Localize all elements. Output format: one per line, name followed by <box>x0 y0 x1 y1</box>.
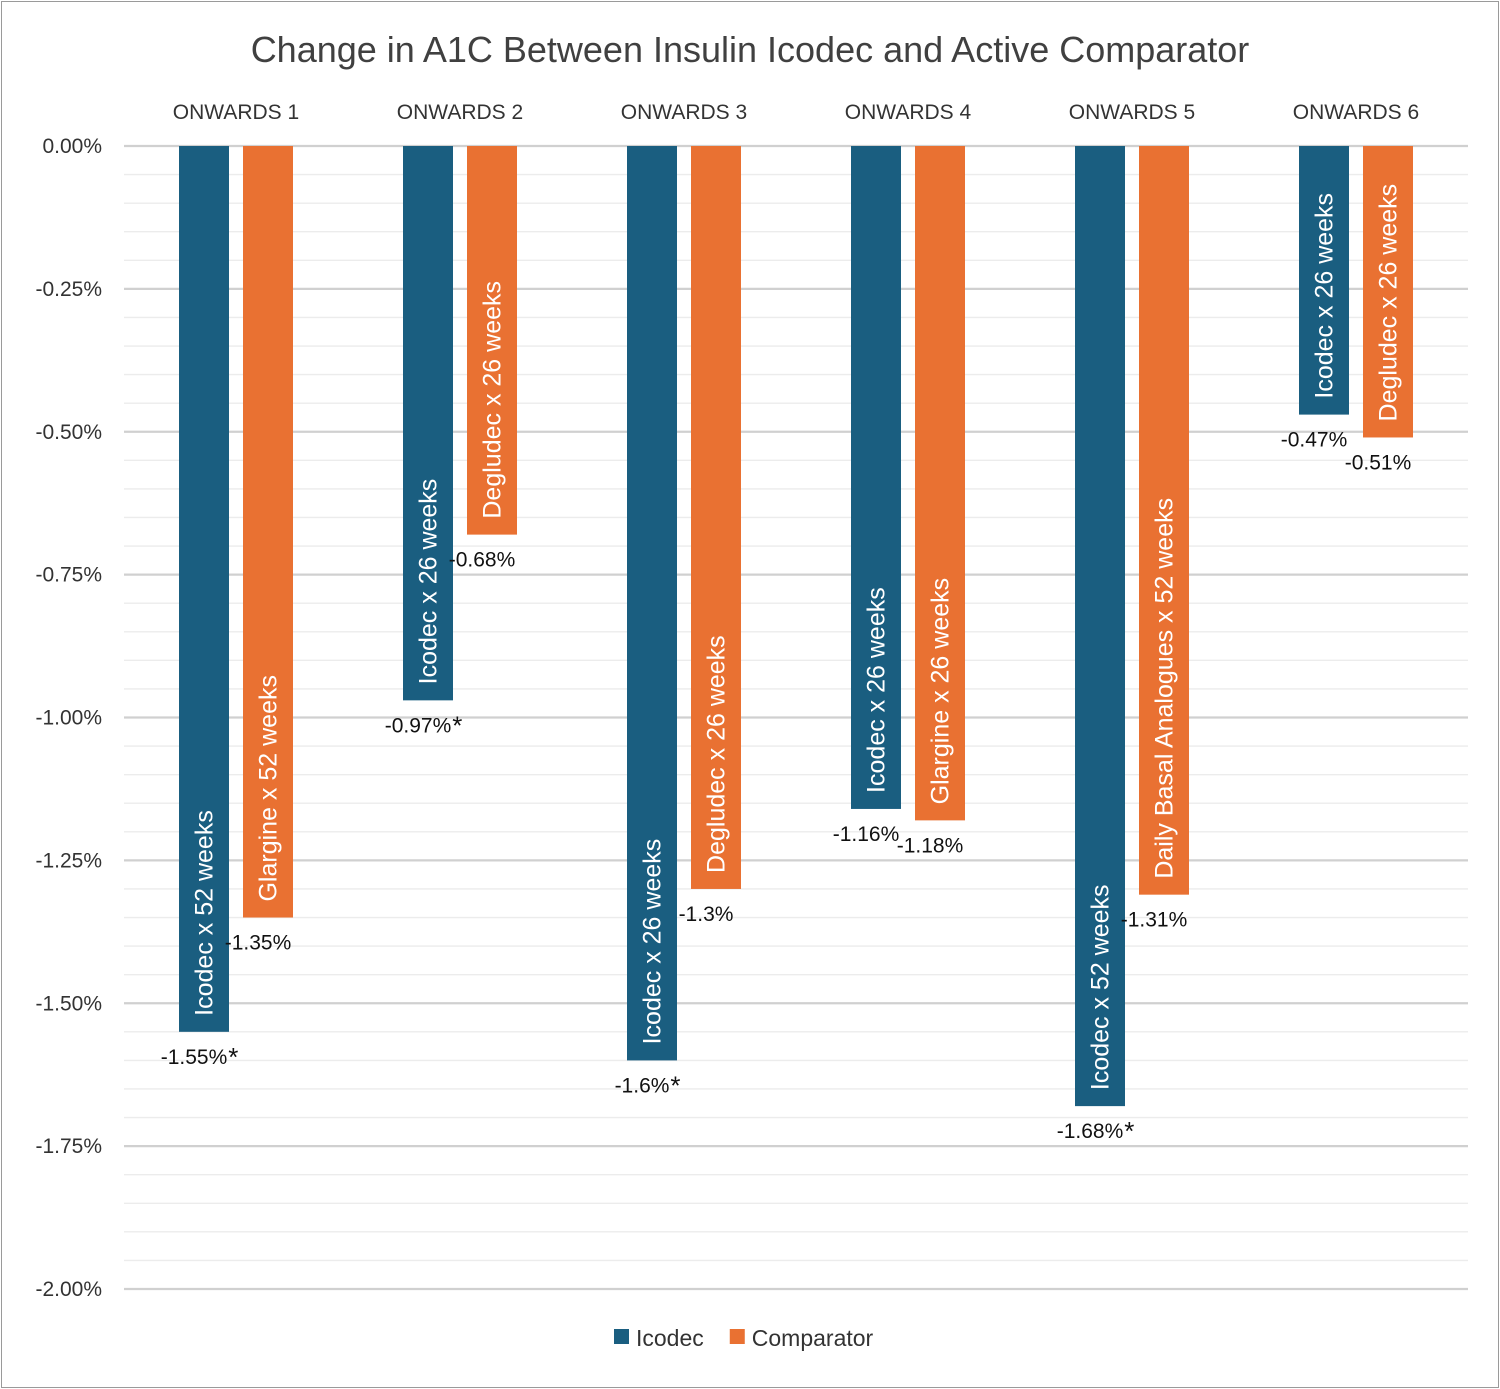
y-axis-tick-labels: 0.00% -0.25% -0.50% -0.75% -1.00% -1.25% -1.50… <box>35 135 102 1301</box>
data-label: -1.3% <box>679 903 734 926</box>
data-label: -0.97% <box>385 714 452 737</box>
icodec-bar-label: Icodec x 52 weeks <box>1087 884 1115 1090</box>
minor-gridlines <box>124 173 1468 1262</box>
data-label: -1.16% <box>833 823 900 846</box>
icodec-bar <box>179 146 229 1032</box>
data-label: -1.35% <box>225 932 292 955</box>
icodec-bar-label: Icodec x 26 weeks <box>863 587 891 793</box>
y-tick-label: -1.75% <box>35 1135 102 1158</box>
legend-label: Comparator <box>752 1325 874 1351</box>
y-tick-label: -0.50% <box>35 421 102 444</box>
data-label: -0.68% <box>449 549 516 572</box>
significance-star: * <box>228 1042 238 1072</box>
comparator-bar-label: Glargine x 52 weeks <box>255 675 283 902</box>
comparator-bar <box>243 146 293 918</box>
bars: Icodec x 52 weeks-1.55% *Glargine x 52 we… <box>161 146 1413 1146</box>
category-label: ONWARDS 6 <box>1293 101 1419 124</box>
icodec-bar <box>851 146 901 809</box>
comparator-bar <box>467 146 517 535</box>
y-tick-label: -2.00% <box>35 1278 102 1301</box>
y-tick-label: -0.75% <box>35 564 102 587</box>
icodec-bar-label: Icodec x 52 weeks <box>191 810 219 1016</box>
comparator-bar-label: Degludec x 26 weeks <box>703 635 731 873</box>
icodec-bar <box>403 146 453 701</box>
icodec-bar <box>1075 146 1125 1107</box>
legend: Icodec Comparator <box>614 1325 874 1351</box>
data-label: -0.47% <box>1281 429 1348 452</box>
icodec-bar-label: Icodec x 26 weeks <box>639 839 667 1045</box>
chart-title: Change in A1C Between Insulin Icodec and… <box>251 29 1250 70</box>
icodec-bar <box>1299 146 1349 415</box>
comparator-bar-label: Daily Basal Analogues x 52 weeks <box>1151 498 1179 879</box>
category-label: ONWARDS 3 <box>621 101 747 124</box>
y-tick-label: -1.50% <box>35 992 102 1015</box>
significance-star: * <box>1124 1116 1134 1146</box>
category-label: ONWARDS 4 <box>845 101 972 124</box>
icodec-legend-swatch <box>614 1329 629 1344</box>
data-label: -1.55% <box>161 1046 228 1069</box>
major-gridlines <box>124 144 1468 1291</box>
comparator-bar-label: Degludec x 26 weeks <box>1375 184 1403 422</box>
data-label: -1.18% <box>897 834 964 857</box>
legend-label: Icodec <box>636 1325 704 1351</box>
comparator-bar <box>1363 146 1413 438</box>
icodec-bar <box>627 146 677 1061</box>
comparator-bar <box>1139 146 1189 895</box>
category-label: ONWARDS 1 <box>173 101 299 124</box>
data-label: -0.51% <box>1345 451 1412 474</box>
icodec-bar-label: Icodec x 26 weeks <box>415 479 443 685</box>
category-label: ONWARDS 2 <box>397 101 523 124</box>
comparator-bar-label: Degludec x 26 weeks <box>479 281 507 519</box>
comparator-legend-swatch <box>729 1329 745 1344</box>
significance-star: * <box>670 1070 680 1100</box>
significance-star: * <box>452 710 462 740</box>
category-labels: ONWARDS 1 ONWARDS 2 ONWARDS 3 ONWARDS 4 ONWA… <box>173 101 1419 124</box>
y-tick-label: -0.25% <box>35 278 102 301</box>
category-label: ONWARDS 5 <box>1069 101 1195 124</box>
y-tick-label: -1.25% <box>35 849 102 872</box>
comparator-bar <box>915 146 965 821</box>
y-tick-label: 0.00% <box>42 135 102 158</box>
data-label: -1.68% <box>1057 1120 1124 1143</box>
comparator-bar <box>691 146 741 889</box>
icodec-bar-label: Icodec x 26 weeks <box>1311 193 1339 399</box>
comparator-bar-label: Glargine x 26 weeks <box>927 578 955 805</box>
data-label: -1.31% <box>1121 909 1188 932</box>
y-tick-label: -1.00% <box>35 707 102 730</box>
data-label: -1.6% <box>615 1074 670 1097</box>
